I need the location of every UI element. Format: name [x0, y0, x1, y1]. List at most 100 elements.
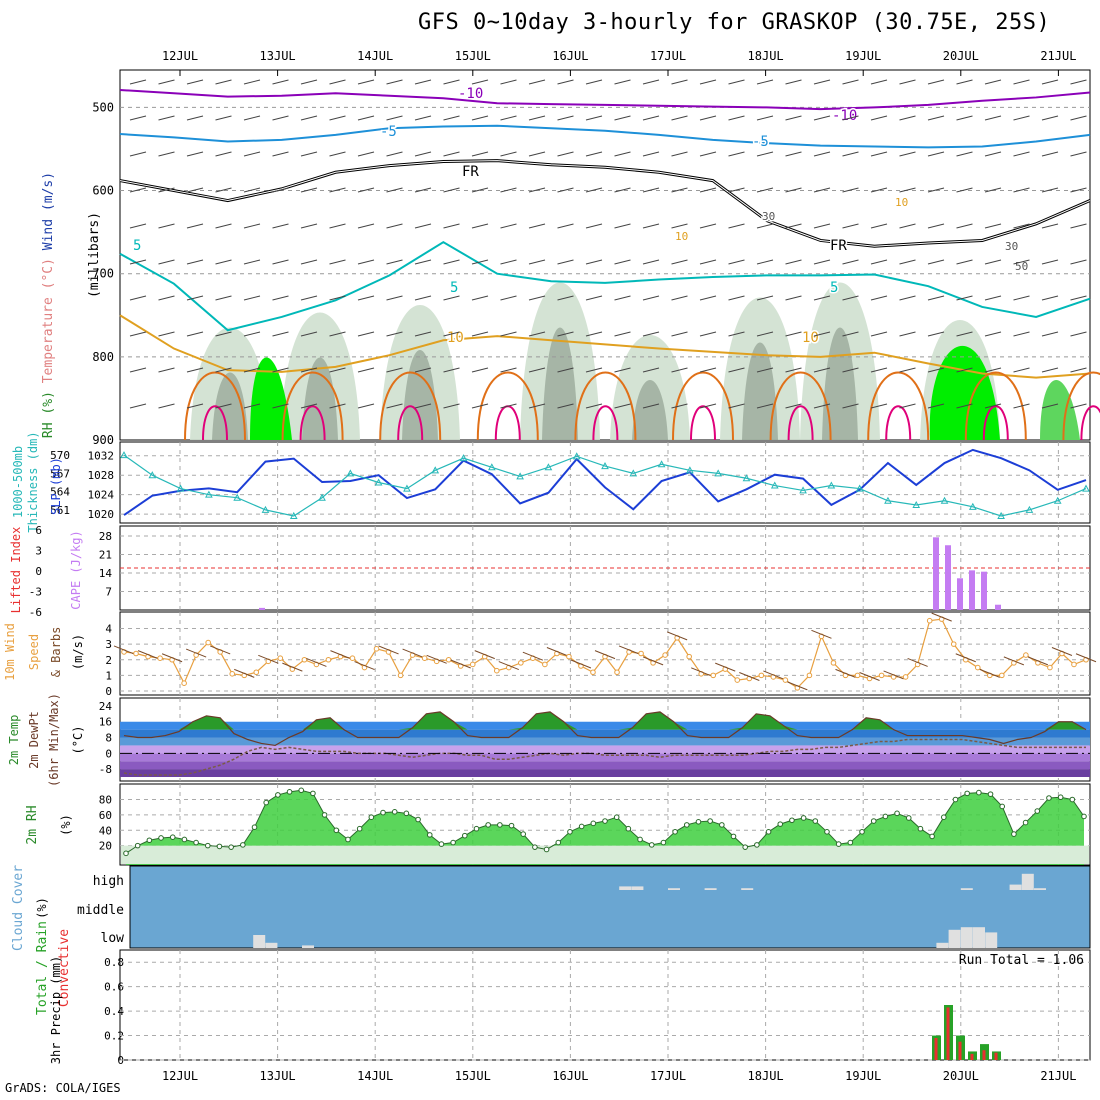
- wind-barb: [899, 151, 916, 157]
- thickness-point: [431, 466, 440, 474]
- rh-shading: [302, 357, 338, 440]
- x-tick-bottom: 14JUL: [357, 1069, 393, 1083]
- wind-barb: [500, 259, 517, 265]
- wind-barb: [471, 403, 489, 409]
- wind-ylabel3: & Barbs: [49, 627, 63, 678]
- wind-barb: [870, 79, 888, 85]
- temp-band: [120, 737, 1090, 746]
- upper-air-ylabel: RH (%) Temperature (°C) Wind (m/s): [41, 172, 56, 438]
- wind-barb: [813, 259, 831, 265]
- cloud-low-bar: [948, 929, 961, 948]
- rh-point: [543, 846, 550, 853]
- wind-barb: [671, 79, 688, 85]
- wind-barb: [785, 187, 802, 193]
- wind-barb: [642, 79, 660, 85]
- wind-barb: [129, 187, 147, 193]
- rh-point: [578, 823, 585, 830]
- precip-tick: 0.8: [104, 956, 124, 969]
- wind-barb: [870, 151, 888, 157]
- wind-barb: [756, 187, 774, 193]
- wind-barb: [956, 115, 973, 121]
- cloud-high-bar: [1009, 884, 1022, 890]
- wind-barb: [357, 295, 375, 301]
- wind-barb: [1041, 259, 1059, 265]
- rh-tick: 80: [99, 794, 112, 807]
- wind-barb: [899, 295, 916, 301]
- contour-label: 10: [895, 196, 908, 209]
- wind-point: [830, 660, 837, 666]
- rh-point: [894, 810, 900, 817]
- wind-barb: [129, 403, 147, 409]
- wind-barb: [215, 259, 232, 265]
- wind-barb: [870, 187, 888, 193]
- wind-barb: [158, 367, 175, 373]
- wind-point: [686, 653, 692, 660]
- isotherm-20: [397, 405, 424, 441]
- wind-barb: [557, 331, 574, 337]
- wind-point: [373, 646, 380, 652]
- rh-point: [800, 815, 807, 821]
- thickness-point: [912, 500, 921, 509]
- wind-barb: [642, 331, 660, 337]
- isotherm-20: [1080, 405, 1100, 441]
- wind-barb-10m: [691, 667, 712, 677]
- wind-barb: [329, 259, 346, 265]
- wind-barb: [699, 79, 717, 85]
- rh-point: [356, 825, 363, 832]
- wind-barb: [642, 115, 660, 121]
- wind-point: [782, 677, 789, 683]
- rh-point: [462, 832, 468, 839]
- wind-barb: [1041, 79, 1059, 85]
- rh-point: [1046, 795, 1052, 801]
- wind-barb: [1070, 151, 1087, 157]
- x-tick-top: 12JUL: [162, 49, 198, 63]
- wind-barb: [984, 403, 1002, 409]
- wind-barb: [614, 79, 631, 85]
- rh-point: [719, 822, 725, 828]
- slp-tick: 1028: [88, 469, 115, 482]
- wind-barb: [471, 223, 489, 229]
- x-tick-top: 18JUL: [748, 49, 784, 63]
- wind-barb: [158, 151, 175, 157]
- isotherm-15: [476, 371, 539, 441]
- wind-barb: [956, 259, 973, 265]
- wind-barb: [585, 115, 603, 121]
- rh-point: [812, 818, 819, 824]
- wind-barb: [785, 259, 802, 265]
- wind-barb-10m: [354, 661, 375, 671]
- wind-barb: [557, 187, 574, 193]
- wind-barb: [671, 295, 688, 301]
- thickness-point: [487, 463, 496, 471]
- wind-barb: [129, 367, 147, 373]
- wind-barb: [699, 151, 717, 157]
- upper-air-unit: (millibars): [87, 212, 102, 298]
- wind-barb: [443, 403, 460, 409]
- wind-point: [566, 653, 572, 660]
- rh-point: [532, 844, 538, 850]
- x-tick-top: 16JUL: [552, 49, 588, 63]
- wind-barb: [927, 331, 945, 337]
- wind-barb: [870, 403, 888, 409]
- wind-barb: [927, 187, 945, 193]
- rh-point: [240, 842, 246, 848]
- wind-barb: [699, 331, 717, 337]
- x-tick-bottom: 12JUL: [162, 1069, 198, 1083]
- wind-barb: [1070, 331, 1087, 337]
- wind-barb: [471, 151, 489, 157]
- wind-barb: [528, 367, 546, 373]
- wind-barb-10m: [1075, 653, 1097, 663]
- cloud-low-bar: [265, 942, 278, 948]
- wind-barb: [158, 223, 175, 229]
- wind-barb: [984, 187, 1002, 193]
- grads-credit: GrADS: COLA/IGES: [5, 1081, 121, 1095]
- isotherm-20: [690, 405, 716, 441]
- wind-barb: [585, 187, 603, 193]
- wind-barb: [1070, 295, 1087, 301]
- rh-shading: [742, 342, 778, 440]
- rh-point: [275, 792, 281, 798]
- thickness-point: [176, 484, 185, 492]
- thickness-point: [233, 493, 242, 501]
- wind-barb-10m: [474, 650, 495, 660]
- wind-point: [1023, 652, 1029, 658]
- thickness-point: [714, 469, 723, 477]
